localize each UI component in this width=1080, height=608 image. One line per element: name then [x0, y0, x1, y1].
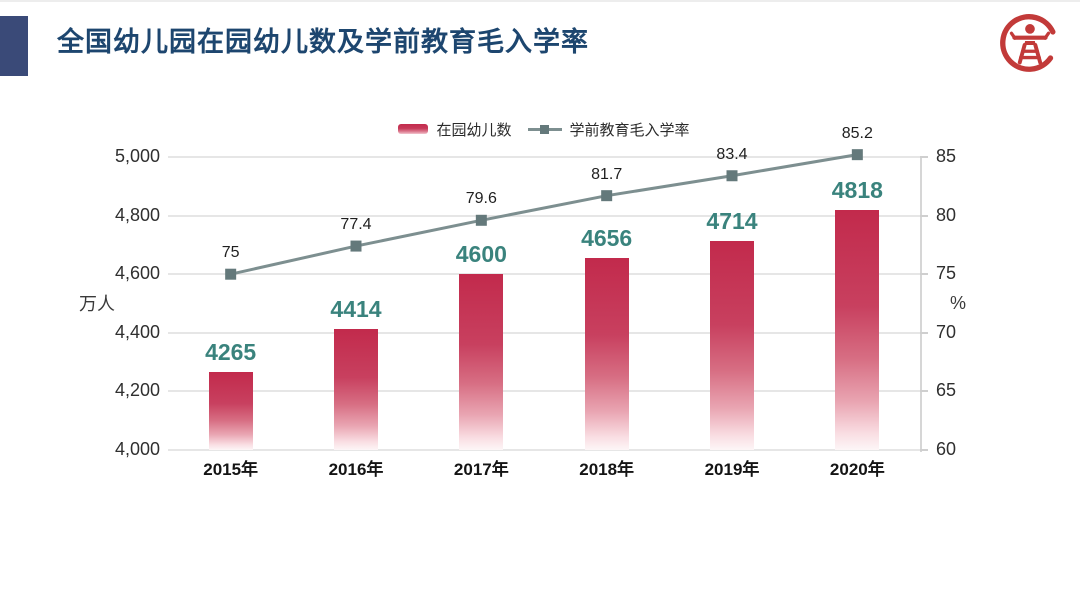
right-axis-tick: [920, 449, 928, 451]
right-axis-tick-label: 80: [936, 204, 957, 225]
line-value-label: 79.6: [465, 190, 497, 208]
right-axis-tick: [920, 156, 928, 158]
bar: [710, 240, 754, 450]
gridline: [168, 390, 920, 393]
bar: [584, 257, 629, 450]
line-point-marker: [851, 149, 863, 161]
line-point-marker: [225, 268, 237, 280]
bar-value-label: 4600: [455, 241, 507, 268]
left-axis-tick-label: 4,400: [114, 321, 160, 342]
right-axis-tick: [920, 331, 928, 334]
legend-item-line-series: 学前教育毛入学率: [527, 119, 690, 140]
x-axis-label: 2019年: [704, 460, 760, 479]
line-point-marker: [475, 214, 487, 226]
x-axis-label: 2017年: [453, 460, 509, 479]
bar: [334, 328, 378, 450]
bar: [835, 210, 880, 450]
right-axis-line: [920, 157, 922, 452]
gridline: [168, 214, 920, 217]
bar-value-label: 4265: [205, 339, 257, 366]
right-axis-tick-label: 75: [936, 263, 957, 284]
legend-item-bar-series: 在园幼儿数: [398, 119, 512, 140]
line-point-marker: [350, 240, 362, 252]
bar-value-label: 4656: [581, 224, 633, 251]
page-title: 全国幼儿园在园幼儿数及学前教育毛入学率: [57, 27, 589, 57]
right-axis-tick-label: 85: [936, 146, 957, 166]
line-point-marker: [726, 170, 738, 182]
x-axis-label: 2018年: [579, 460, 635, 479]
left-axis-tick-label: 4,000: [114, 439, 160, 459]
right-axis-tick: [920, 390, 928, 393]
bar-series-swatch: [398, 124, 429, 134]
bar-value-label: 4818: [831, 177, 883, 204]
gridline: [168, 273, 920, 276]
line-swatch-marker: [540, 124, 549, 134]
left-axis-tick-label: 4,600: [114, 263, 160, 284]
left-axis-unit: 万人: [79, 294, 115, 314]
left-axis-tick-label: 4,800: [114, 204, 160, 225]
line-series-swatch: [527, 123, 562, 135]
line-point-marker: [601, 190, 613, 202]
title-accent-block: [0, 16, 28, 76]
right-axis-tick: [920, 273, 928, 276]
left-axis-tick-label: 5,000: [114, 146, 160, 166]
bar-value-label: 4714: [706, 207, 758, 234]
bar: [208, 372, 253, 450]
line-value-label: 83.4: [716, 145, 748, 163]
x-axis-label: 2020年: [829, 460, 885, 479]
gridline: [168, 449, 920, 451]
bar: [459, 274, 504, 450]
education-seal-logo: [1000, 14, 1056, 72]
x-axis-label: 2015年: [203, 460, 259, 479]
line-value-label: 75: [221, 244, 240, 262]
rate-line: [230, 153, 858, 276]
x-axis-label: 2016年: [328, 460, 384, 479]
line-value-label: 77.4: [340, 216, 372, 234]
bar-value-label: 4414: [330, 295, 382, 322]
line-value-label: 81.7: [591, 165, 623, 183]
line-value-label: 85.2: [841, 124, 873, 142]
gridline: [168, 331, 920, 334]
gridline: [168, 156, 920, 158]
right-axis-tick-label: 60: [936, 439, 957, 459]
line-series-label: 学前教育毛入学率: [569, 121, 690, 139]
right-axis-tick-label: 70: [936, 321, 957, 342]
right-axis-tick: [920, 214, 928, 217]
right-axis-unit: %: [950, 293, 967, 313]
left-axis-tick-label: 4,200: [114, 380, 160, 401]
chart-legend: 在园幼儿数 学前教育毛入学率: [168, 116, 920, 142]
bar-series-label: 在园幼儿数: [436, 121, 512, 139]
right-axis-tick-label: 65: [936, 380, 957, 401]
